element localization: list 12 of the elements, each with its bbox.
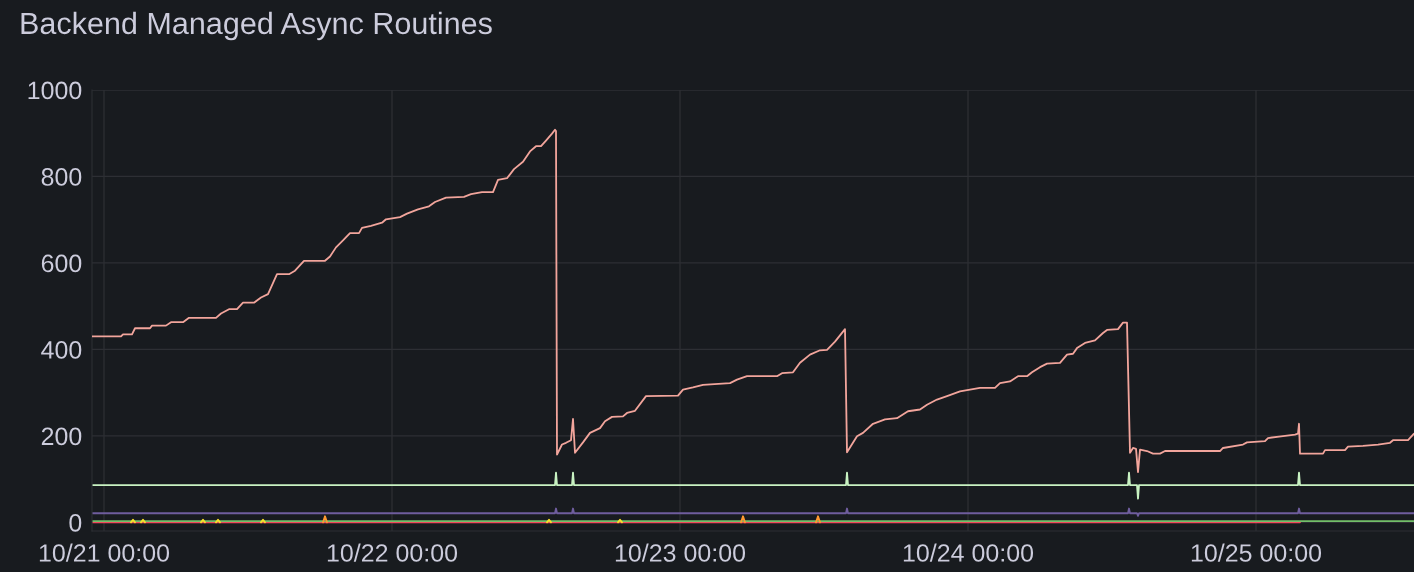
y-tick-label: 600 xyxy=(41,254,82,273)
x-tick-label: 10/22 00:00 xyxy=(327,543,458,562)
y-tick-label: 0 xyxy=(69,513,82,532)
x-tick-label: 10/21 00:00 xyxy=(39,543,170,562)
x-tick-label: 10/24 00:00 xyxy=(903,543,1034,562)
x-tick-label: 10/25 00:00 xyxy=(1191,543,1322,562)
y-tick-label: 400 xyxy=(41,341,82,359)
y-tick-label: 800 xyxy=(41,168,82,186)
chart-title: Backend Managed Async Routines xyxy=(21,11,492,41)
y-tick-label: 1000 xyxy=(28,81,82,100)
x-tick-label: 10/23 00:00 xyxy=(615,543,746,562)
y-tick-label: 200 xyxy=(41,427,82,446)
